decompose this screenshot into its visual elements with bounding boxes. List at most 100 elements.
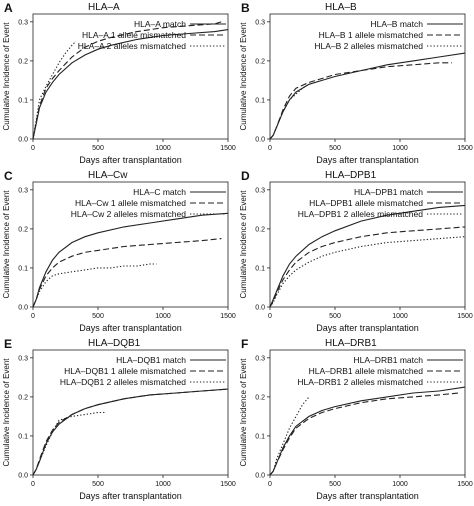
- y-tick-label: 0.1: [18, 433, 28, 440]
- plot-frame: [32, 181, 229, 308]
- series-line-solid: [32, 29, 229, 140]
- chart-panel-a: A HLA–A 0 500 1000 1500 0.0 0.1 0.2 0.3 Days after…: [2, 1, 236, 165]
- panel-letter: A: [4, 1, 13, 15]
- series-line-dotted: [32, 411, 105, 476]
- x-tick-label: 1500: [220, 481, 236, 488]
- y-tick-label: 0.1: [255, 265, 265, 272]
- y-tick-label: 0.3: [18, 187, 28, 194]
- series-line-dotted: [269, 83, 310, 140]
- legend-label: HLA–DRB1 2 alleles mismatched: [297, 377, 423, 387]
- x-axis-label: Days after transplantation: [316, 155, 419, 165]
- legend-label: HLA–DPB1 match: [354, 187, 423, 197]
- plot-frame: [269, 181, 466, 308]
- legend-label: HLA–DRB1 match: [354, 355, 424, 365]
- x-axis-label: Days after transplantation: [316, 491, 419, 501]
- y-tick-label: 0.2: [255, 58, 265, 65]
- panel-title: HLA–DPB1: [325, 170, 377, 181]
- y-tick-label: 0.3: [255, 187, 265, 194]
- x-tick-label: 1000: [155, 481, 171, 488]
- panel-letter: E: [4, 337, 12, 351]
- plot-frame: [269, 349, 466, 476]
- series-line-solid: [269, 386, 466, 476]
- y-axis-label: Cumulative Incidence of Event: [239, 22, 248, 131]
- x-axis-label: Days after transplantation: [316, 323, 419, 333]
- x-tick-label: 500: [329, 145, 341, 152]
- x-tick-label: 1000: [155, 313, 171, 320]
- series-line-solid: [32, 212, 229, 308]
- y-tick-label: 0.0: [255, 305, 265, 312]
- y-tick-label: 0.2: [18, 226, 28, 233]
- legend-label: HLA–Cw 1 allele mismatched: [75, 198, 186, 208]
- legend-label: HLA–B match: [371, 19, 424, 29]
- x-tick-label: 1500: [220, 145, 236, 152]
- series-line-dotted: [32, 40, 77, 140]
- x-tick-label: 1500: [457, 481, 473, 488]
- series-line-solid: [269, 52, 466, 140]
- series-line-dashed: [32, 388, 229, 476]
- panel-title: HLA–B: [325, 2, 357, 13]
- legend-label: HLA–A 1 allele mismatched: [82, 30, 186, 40]
- y-tick-label: 0.0: [255, 137, 265, 144]
- legend-label: HLA–Cw 2 alleles mismatched: [71, 209, 187, 219]
- y-tick-label: 0.3: [255, 355, 265, 362]
- series-line-dashed: [269, 392, 459, 476]
- panel-letter: C: [4, 169, 13, 183]
- y-tick-label: 0.0: [18, 473, 28, 480]
- plot-frame: [32, 349, 229, 476]
- x-axis-label: Days after transplantation: [79, 491, 182, 501]
- y-axis-label: Cumulative Incidence of Event: [2, 190, 11, 299]
- series-line-dashed: [32, 238, 222, 308]
- legend-label: HLA–A match: [134, 19, 186, 29]
- y-axis-label: Cumulative Incidence of Event: [239, 358, 248, 467]
- y-tick-label: 0.1: [255, 97, 265, 104]
- y-tick-label: 0.0: [255, 473, 265, 480]
- x-tick-label: 500: [92, 313, 104, 320]
- legend-label: HLA–DPB1 2 alleles mismatched: [298, 209, 423, 219]
- x-tick-label: 500: [92, 145, 104, 152]
- x-tick-label: 1000: [155, 145, 171, 152]
- legend-label: HLA–A 2 alleles mismatched: [78, 41, 186, 51]
- y-tick-label: 0.1: [18, 265, 28, 272]
- x-tick-label: 500: [329, 313, 341, 320]
- legend-label: HLA–B 2 alleles mismatched: [314, 41, 423, 51]
- y-tick-label: 0.2: [255, 394, 265, 401]
- series-line-dotted: [32, 263, 157, 308]
- x-tick-label: 1500: [457, 145, 473, 152]
- y-tick-label: 0.3: [255, 19, 265, 26]
- legend-label: HLA–B 1 allele mismatched: [319, 30, 424, 40]
- panel-letter: F: [241, 337, 248, 351]
- series-line-solid: [269, 204, 466, 308]
- legend-label: HLA–C match: [133, 187, 186, 197]
- plot-frame: [32, 13, 229, 140]
- chart-panel-c: C HLA–Cw 0 500 1000 1500 0.0 0.1 0.2 0.3 Days afte…: [2, 169, 236, 333]
- chart-panel-e: E HLA–DQB1 0 500 1000 1500 0.0 0.1 0.2 0.3 Days af…: [2, 337, 236, 501]
- x-axis-label: Days after transplantation: [79, 155, 182, 165]
- y-tick-label: 0.2: [18, 394, 28, 401]
- panel-title: HLA–DQB1: [88, 338, 141, 349]
- x-tick-label: 1000: [392, 145, 408, 152]
- x-tick-label: 1000: [392, 481, 408, 488]
- series-line-dotted: [269, 236, 466, 308]
- panel-letter: D: [241, 169, 250, 183]
- legend-label: HLA–DQB1 2 alleles mismatched: [60, 377, 186, 387]
- chart-panel-b: B HLA–B 0 500 1000 1500 0.0 0.1 0.2 0.3 Days after…: [239, 1, 473, 165]
- x-tick-label: 0: [268, 313, 272, 320]
- chart-panel-d: D HLA–DPB1 0 500 1000 1500 0.0 0.1 0.2 0.3 Days af…: [239, 169, 473, 333]
- x-tick-label: 0: [31, 145, 35, 152]
- legend-label: HLA–DQB1 match: [116, 355, 186, 365]
- y-tick-label: 0.0: [18, 137, 28, 144]
- y-tick-label: 0.2: [18, 58, 28, 65]
- series-line-dashed: [32, 21, 222, 140]
- y-tick-label: 0.3: [18, 355, 28, 362]
- legend-label: HLA–DRB1 allele mismatched: [309, 366, 424, 376]
- y-axis-label: Cumulative Incidence of Event: [239, 190, 248, 299]
- legend-label: HLA–DPB1 allele mismatched: [309, 198, 423, 208]
- series-line-dashed: [269, 62, 452, 140]
- y-axis-label: Cumulative Incidence of Event: [2, 358, 11, 467]
- y-tick-label: 0.0: [18, 305, 28, 312]
- series-line-dashed: [269, 226, 466, 308]
- y-tick-label: 0.1: [18, 97, 28, 104]
- series-line-dotted: [269, 396, 310, 476]
- chart-panel-f: F HLA–DRB1 0 500 1000 1500 0.0 0.1 0.2 0.3 Days af…: [239, 337, 473, 501]
